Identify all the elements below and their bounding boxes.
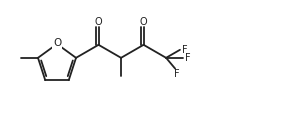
Text: O: O <box>53 38 61 48</box>
Text: F: F <box>185 53 191 63</box>
Text: F: F <box>174 69 180 79</box>
Text: O: O <box>140 17 147 27</box>
Text: O: O <box>95 17 102 27</box>
Text: F: F <box>182 45 188 55</box>
